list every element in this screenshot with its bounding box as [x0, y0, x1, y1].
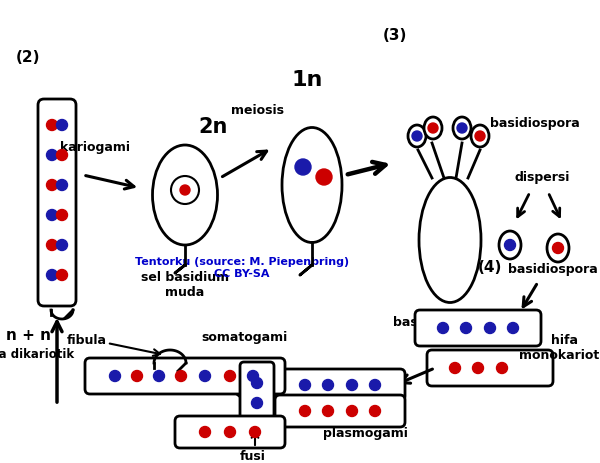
- Circle shape: [56, 239, 67, 250]
- Circle shape: [497, 363, 508, 374]
- FancyBboxPatch shape: [415, 310, 541, 346]
- FancyBboxPatch shape: [38, 99, 76, 306]
- FancyBboxPatch shape: [85, 358, 285, 394]
- Circle shape: [251, 398, 263, 408]
- FancyBboxPatch shape: [175, 416, 285, 448]
- FancyBboxPatch shape: [275, 369, 405, 401]
- Circle shape: [47, 180, 58, 190]
- Text: (2): (2): [16, 50, 40, 65]
- Text: Tentorku (source: M. Piepenbring)
CC BY-SA: Tentorku (source: M. Piepenbring) CC BY-…: [135, 257, 349, 279]
- Circle shape: [347, 380, 358, 390]
- Circle shape: [56, 119, 67, 131]
- Circle shape: [299, 406, 311, 417]
- Circle shape: [485, 323, 496, 333]
- Circle shape: [56, 269, 67, 281]
- Ellipse shape: [419, 177, 481, 302]
- Circle shape: [110, 370, 121, 382]
- Text: 1n: 1n: [292, 70, 323, 90]
- Ellipse shape: [471, 125, 489, 147]
- Text: plasmogami: plasmogami: [323, 426, 407, 439]
- Circle shape: [224, 426, 235, 438]
- Text: (3): (3): [383, 27, 407, 43]
- Circle shape: [461, 323, 472, 333]
- Text: basidium: basidium: [393, 315, 457, 329]
- Circle shape: [154, 370, 164, 382]
- Circle shape: [428, 123, 438, 133]
- Circle shape: [473, 363, 484, 374]
- Text: fibula: fibula: [67, 333, 107, 346]
- Circle shape: [251, 377, 263, 388]
- Circle shape: [505, 239, 515, 250]
- Text: basidiospora: basidiospora: [490, 117, 580, 130]
- Circle shape: [370, 380, 380, 390]
- Ellipse shape: [282, 127, 342, 243]
- Text: somatogami: somatogami: [202, 332, 288, 344]
- Circle shape: [47, 150, 58, 161]
- Circle shape: [47, 269, 58, 281]
- FancyBboxPatch shape: [427, 350, 553, 386]
- Text: 2n: 2n: [199, 117, 227, 137]
- Circle shape: [131, 370, 143, 382]
- Text: dispersi: dispersi: [514, 171, 569, 184]
- Circle shape: [299, 380, 311, 390]
- Circle shape: [171, 176, 199, 204]
- Circle shape: [553, 243, 563, 254]
- Circle shape: [248, 370, 259, 382]
- Circle shape: [199, 426, 211, 438]
- Circle shape: [180, 185, 190, 195]
- Circle shape: [457, 123, 467, 133]
- Circle shape: [323, 406, 334, 417]
- Circle shape: [224, 370, 235, 382]
- Ellipse shape: [424, 117, 442, 139]
- Circle shape: [323, 380, 334, 390]
- Text: fusi: fusi: [240, 450, 266, 463]
- Circle shape: [199, 370, 211, 382]
- Ellipse shape: [408, 125, 426, 147]
- Ellipse shape: [453, 117, 471, 139]
- Text: hifa
monokariotik: hifa monokariotik: [518, 334, 600, 362]
- Circle shape: [437, 323, 449, 333]
- Circle shape: [250, 426, 260, 438]
- Circle shape: [370, 406, 380, 417]
- Ellipse shape: [152, 145, 218, 245]
- Text: (4): (4): [478, 261, 502, 275]
- Circle shape: [316, 169, 332, 185]
- Ellipse shape: [547, 234, 569, 262]
- FancyBboxPatch shape: [275, 395, 405, 427]
- Circle shape: [508, 323, 518, 333]
- Circle shape: [295, 159, 311, 175]
- Circle shape: [176, 370, 187, 382]
- Circle shape: [56, 150, 67, 161]
- Text: basidiospora: basidiospora: [508, 263, 598, 276]
- Circle shape: [56, 180, 67, 190]
- Circle shape: [347, 406, 358, 417]
- FancyBboxPatch shape: [240, 362, 274, 425]
- Circle shape: [412, 131, 422, 141]
- Ellipse shape: [499, 231, 521, 259]
- Text: meiosis: meiosis: [232, 104, 284, 117]
- Circle shape: [56, 209, 67, 220]
- Circle shape: [47, 239, 58, 250]
- Text: hifa dikariotik: hifa dikariotik: [0, 349, 74, 362]
- Circle shape: [47, 209, 58, 220]
- Circle shape: [47, 119, 58, 131]
- Circle shape: [475, 131, 485, 141]
- Text: sel basidium
muda: sel basidium muda: [141, 271, 229, 299]
- Circle shape: [449, 363, 461, 374]
- Text: n + n: n + n: [5, 327, 50, 343]
- Text: kariogami: kariogami: [60, 142, 130, 155]
